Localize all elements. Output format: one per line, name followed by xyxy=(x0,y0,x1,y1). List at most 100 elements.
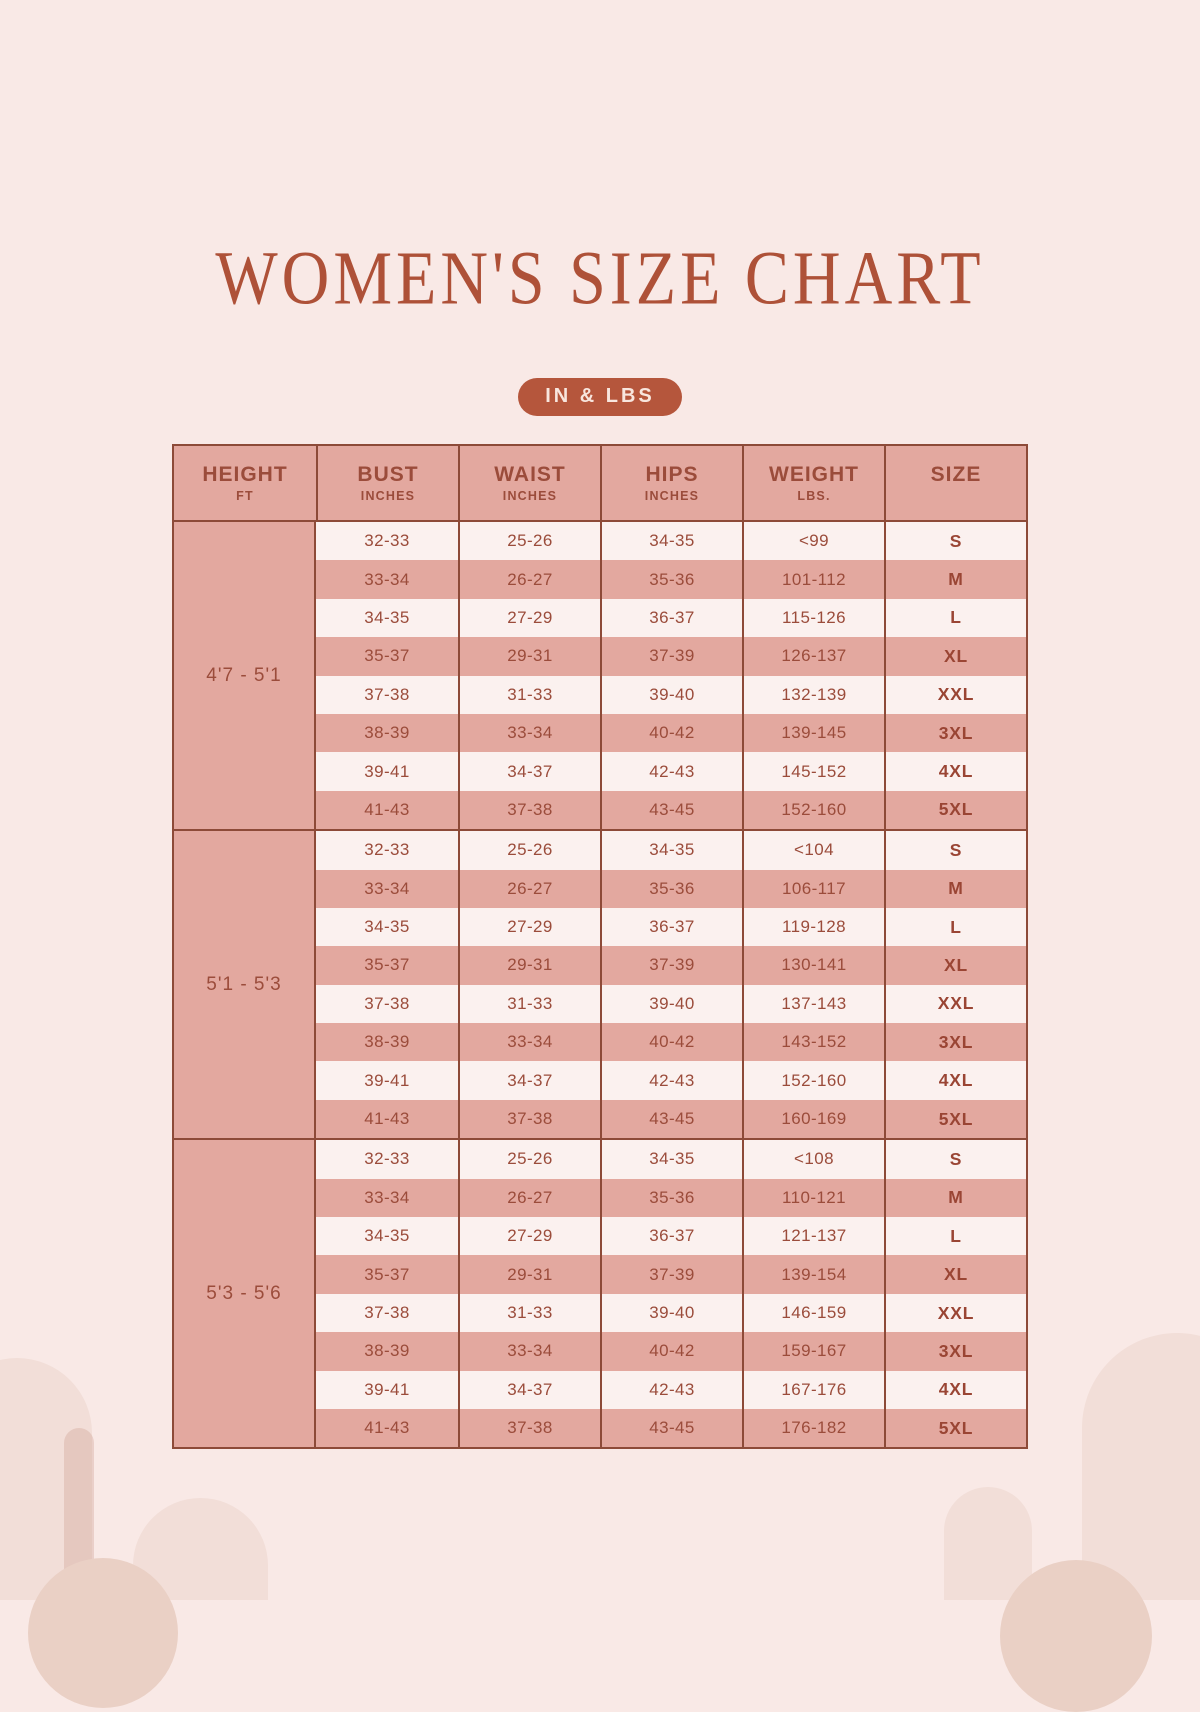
cell-size: 5XL xyxy=(884,1099,1026,1139)
table-row: 35-37 29-31 37-39 126-137 XL xyxy=(316,637,1026,676)
cell-waist: 26-27 xyxy=(458,560,600,599)
cell-bust: 39-41 xyxy=(364,761,410,781)
cell-hips: 40-42 xyxy=(600,1332,742,1371)
cell-weight: 143-152 xyxy=(742,1023,884,1062)
cell-weight: 110-121 xyxy=(742,1178,884,1218)
column-label: WAIST xyxy=(494,462,566,486)
cell-waist: 31-33 xyxy=(458,1293,600,1333)
cell-hips: 42-43 xyxy=(600,1061,742,1100)
cell-hips: 42-43 xyxy=(600,752,742,791)
cell-hips: 37-39 xyxy=(600,946,742,985)
table-body: 4'7 - 5'1 32-33 25-26 34-35 <99 S 33-34 26-27 35… xyxy=(174,522,1026,1448)
cell-bust: 35-37 xyxy=(364,646,410,666)
cell-weight: 132-139 xyxy=(742,675,884,714)
cell-bust: 38-39 xyxy=(364,723,410,743)
cell-hips: 39-40 xyxy=(600,675,742,714)
cell-weight: 139-145 xyxy=(742,713,884,753)
cell-bust: 33-34 xyxy=(364,569,410,589)
cell-size: 5XL xyxy=(884,790,1026,830)
table-row: 38-39 33-34 40-42 139-145 3XL xyxy=(316,713,1026,753)
table-row: 37-38 31-33 39-40 137-143 XXL xyxy=(316,984,1026,1024)
column-label: WEIGHT xyxy=(769,462,859,486)
cell-size: S xyxy=(884,522,1026,561)
cell-waist: 29-31 xyxy=(458,946,600,985)
column-header-bust: BUST INCHES xyxy=(316,446,458,520)
cell-size: L xyxy=(884,1217,1026,1256)
cell-size: XL xyxy=(884,637,1026,676)
cell-size: XXL xyxy=(884,1293,1026,1333)
badge-area: IN & LBS xyxy=(0,378,1200,416)
column-sublabel: FT xyxy=(236,488,254,503)
cell-weight: <99 xyxy=(742,522,884,561)
table-row: 34-35 27-29 36-37 115-126 L xyxy=(316,598,1026,638)
table-row: 37-38 31-33 39-40 132-139 XXL xyxy=(316,675,1026,714)
cell-weight: 146-159 xyxy=(742,1293,884,1333)
cell-weight: 152-160 xyxy=(742,1061,884,1100)
cell-weight: 160-169 xyxy=(742,1099,884,1139)
column-header-hips: HIPS INCHES xyxy=(600,446,742,520)
cell-bust: 41-43 xyxy=(364,1418,410,1438)
column-sublabel: INCHES xyxy=(502,488,558,503)
table-row: 32-33 25-26 34-35 <99 S xyxy=(316,522,1026,561)
cell-size: 4XL xyxy=(884,752,1026,791)
cell-bust: 37-38 xyxy=(364,993,410,1013)
cell-size: 3XL xyxy=(884,1023,1026,1062)
cell-waist: 27-29 xyxy=(458,907,600,947)
cell-bust: 41-43 xyxy=(364,1109,410,1129)
cell-waist: 33-34 xyxy=(458,713,600,753)
column-header-waist: WAIST INCHES xyxy=(458,446,600,520)
cell-size: 4XL xyxy=(884,1370,1026,1409)
group-rows: 32-33 25-26 34-35 <108 S 33-34 26-27 35-36 110-1… xyxy=(316,1140,1026,1448)
cell-waist: 25-26 xyxy=(458,522,600,561)
column-label: HEIGHT xyxy=(202,462,288,486)
cell-bust: 34-35 xyxy=(364,607,410,627)
cell-weight: 167-176 xyxy=(742,1370,884,1409)
cell-hips: 35-36 xyxy=(600,1178,742,1218)
cell-weight: 137-143 xyxy=(742,984,884,1024)
column-label: SIZE xyxy=(930,462,982,486)
cell-weight: 145-152 xyxy=(742,752,884,791)
cell-hips: 35-36 xyxy=(600,560,742,599)
height-range-cell: 5'3 - 5'6 xyxy=(174,1140,316,1448)
cell-waist: 37-38 xyxy=(458,1408,600,1448)
group-rows: 32-33 25-26 34-35 <99 S 33-34 26-27 35-36 101-11… xyxy=(316,522,1026,830)
table-row: 41-43 37-38 43-45 176-182 5XL xyxy=(316,1408,1026,1448)
cell-bust: 34-35 xyxy=(364,1226,410,1246)
column-sublabel: LBS. xyxy=(797,488,831,503)
table-row: 37-38 31-33 39-40 146-159 XXL xyxy=(316,1293,1026,1333)
cell-waist: 37-38 xyxy=(458,790,600,830)
cell-waist: 25-26 xyxy=(458,1140,600,1179)
cell-bust: 37-38 xyxy=(364,684,410,704)
cell-bust: 35-37 xyxy=(364,955,410,975)
column-sublabel: INCHES xyxy=(360,488,416,503)
table-row: 39-41 34-37 42-43 152-160 4XL xyxy=(316,1061,1026,1100)
cell-bust: 33-34 xyxy=(364,878,410,898)
table-row: 32-33 25-26 34-35 <104 S xyxy=(316,831,1026,870)
cell-size: M xyxy=(884,869,1026,908)
column-header-size: SIZE xyxy=(884,446,1026,520)
cell-hips: 43-45 xyxy=(600,1408,742,1448)
table-row: 38-39 33-34 40-42 143-152 3XL xyxy=(316,1023,1026,1062)
cell-weight: <108 xyxy=(742,1140,884,1179)
cell-hips: 35-36 xyxy=(600,869,742,908)
cell-bust: 39-41 xyxy=(364,1070,410,1090)
cell-bust: 35-37 xyxy=(364,1264,410,1284)
height-range-label: 5'1 - 5'3 xyxy=(206,973,282,995)
column-sublabel: INCHES xyxy=(644,488,700,503)
table-row: 34-35 27-29 36-37 119-128 L xyxy=(316,907,1026,947)
cell-bust: 32-33 xyxy=(364,531,410,551)
cell-waist: 26-27 xyxy=(458,1178,600,1218)
cell-size: 3XL xyxy=(884,713,1026,753)
height-group: 5'3 - 5'6 32-33 25-26 34-35 <108 S 33-34 26-27 3… xyxy=(174,1138,1026,1448)
cell-bust: 34-35 xyxy=(364,917,410,937)
decor-arch-right-small xyxy=(944,1487,1032,1600)
cell-hips: 39-40 xyxy=(600,1293,742,1333)
cell-hips: 34-35 xyxy=(600,1140,742,1179)
cell-bust: 37-38 xyxy=(364,1303,410,1322)
cell-waist: 31-33 xyxy=(458,675,600,714)
cell-waist: 37-38 xyxy=(458,1099,600,1139)
cell-hips: 40-42 xyxy=(600,713,742,753)
height-group: 4'7 - 5'1 32-33 25-26 34-35 <99 S 33-34 26-27 35… xyxy=(174,522,1026,830)
decor-circle-left xyxy=(28,1558,178,1708)
table-row: 32-33 25-26 34-35 <108 S xyxy=(316,1140,1026,1179)
